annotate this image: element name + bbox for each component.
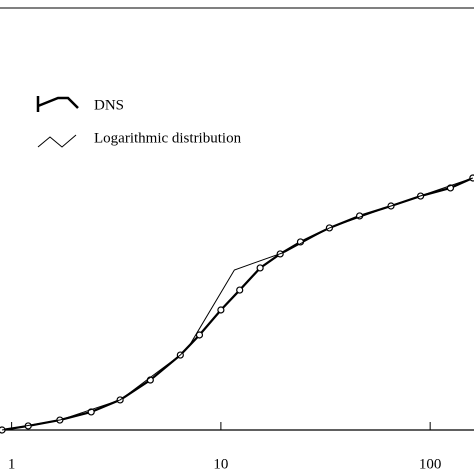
x-tick-label: 100	[419, 456, 442, 472]
data-point	[236, 286, 244, 294]
data-point	[256, 264, 264, 272]
legend-label: Logarithmic distribution	[94, 130, 242, 146]
data-point	[217, 306, 225, 314]
x-tick-label: 1	[8, 456, 16, 472]
legend-swatch	[36, 96, 79, 112]
x-tick-label: 10	[213, 456, 228, 472]
data-point	[195, 331, 204, 339]
series-line	[1, 176, 474, 432]
series-line	[1, 177, 474, 431]
legend-label: DNS	[94, 97, 124, 113]
legend-swatch	[37, 134, 77, 148]
